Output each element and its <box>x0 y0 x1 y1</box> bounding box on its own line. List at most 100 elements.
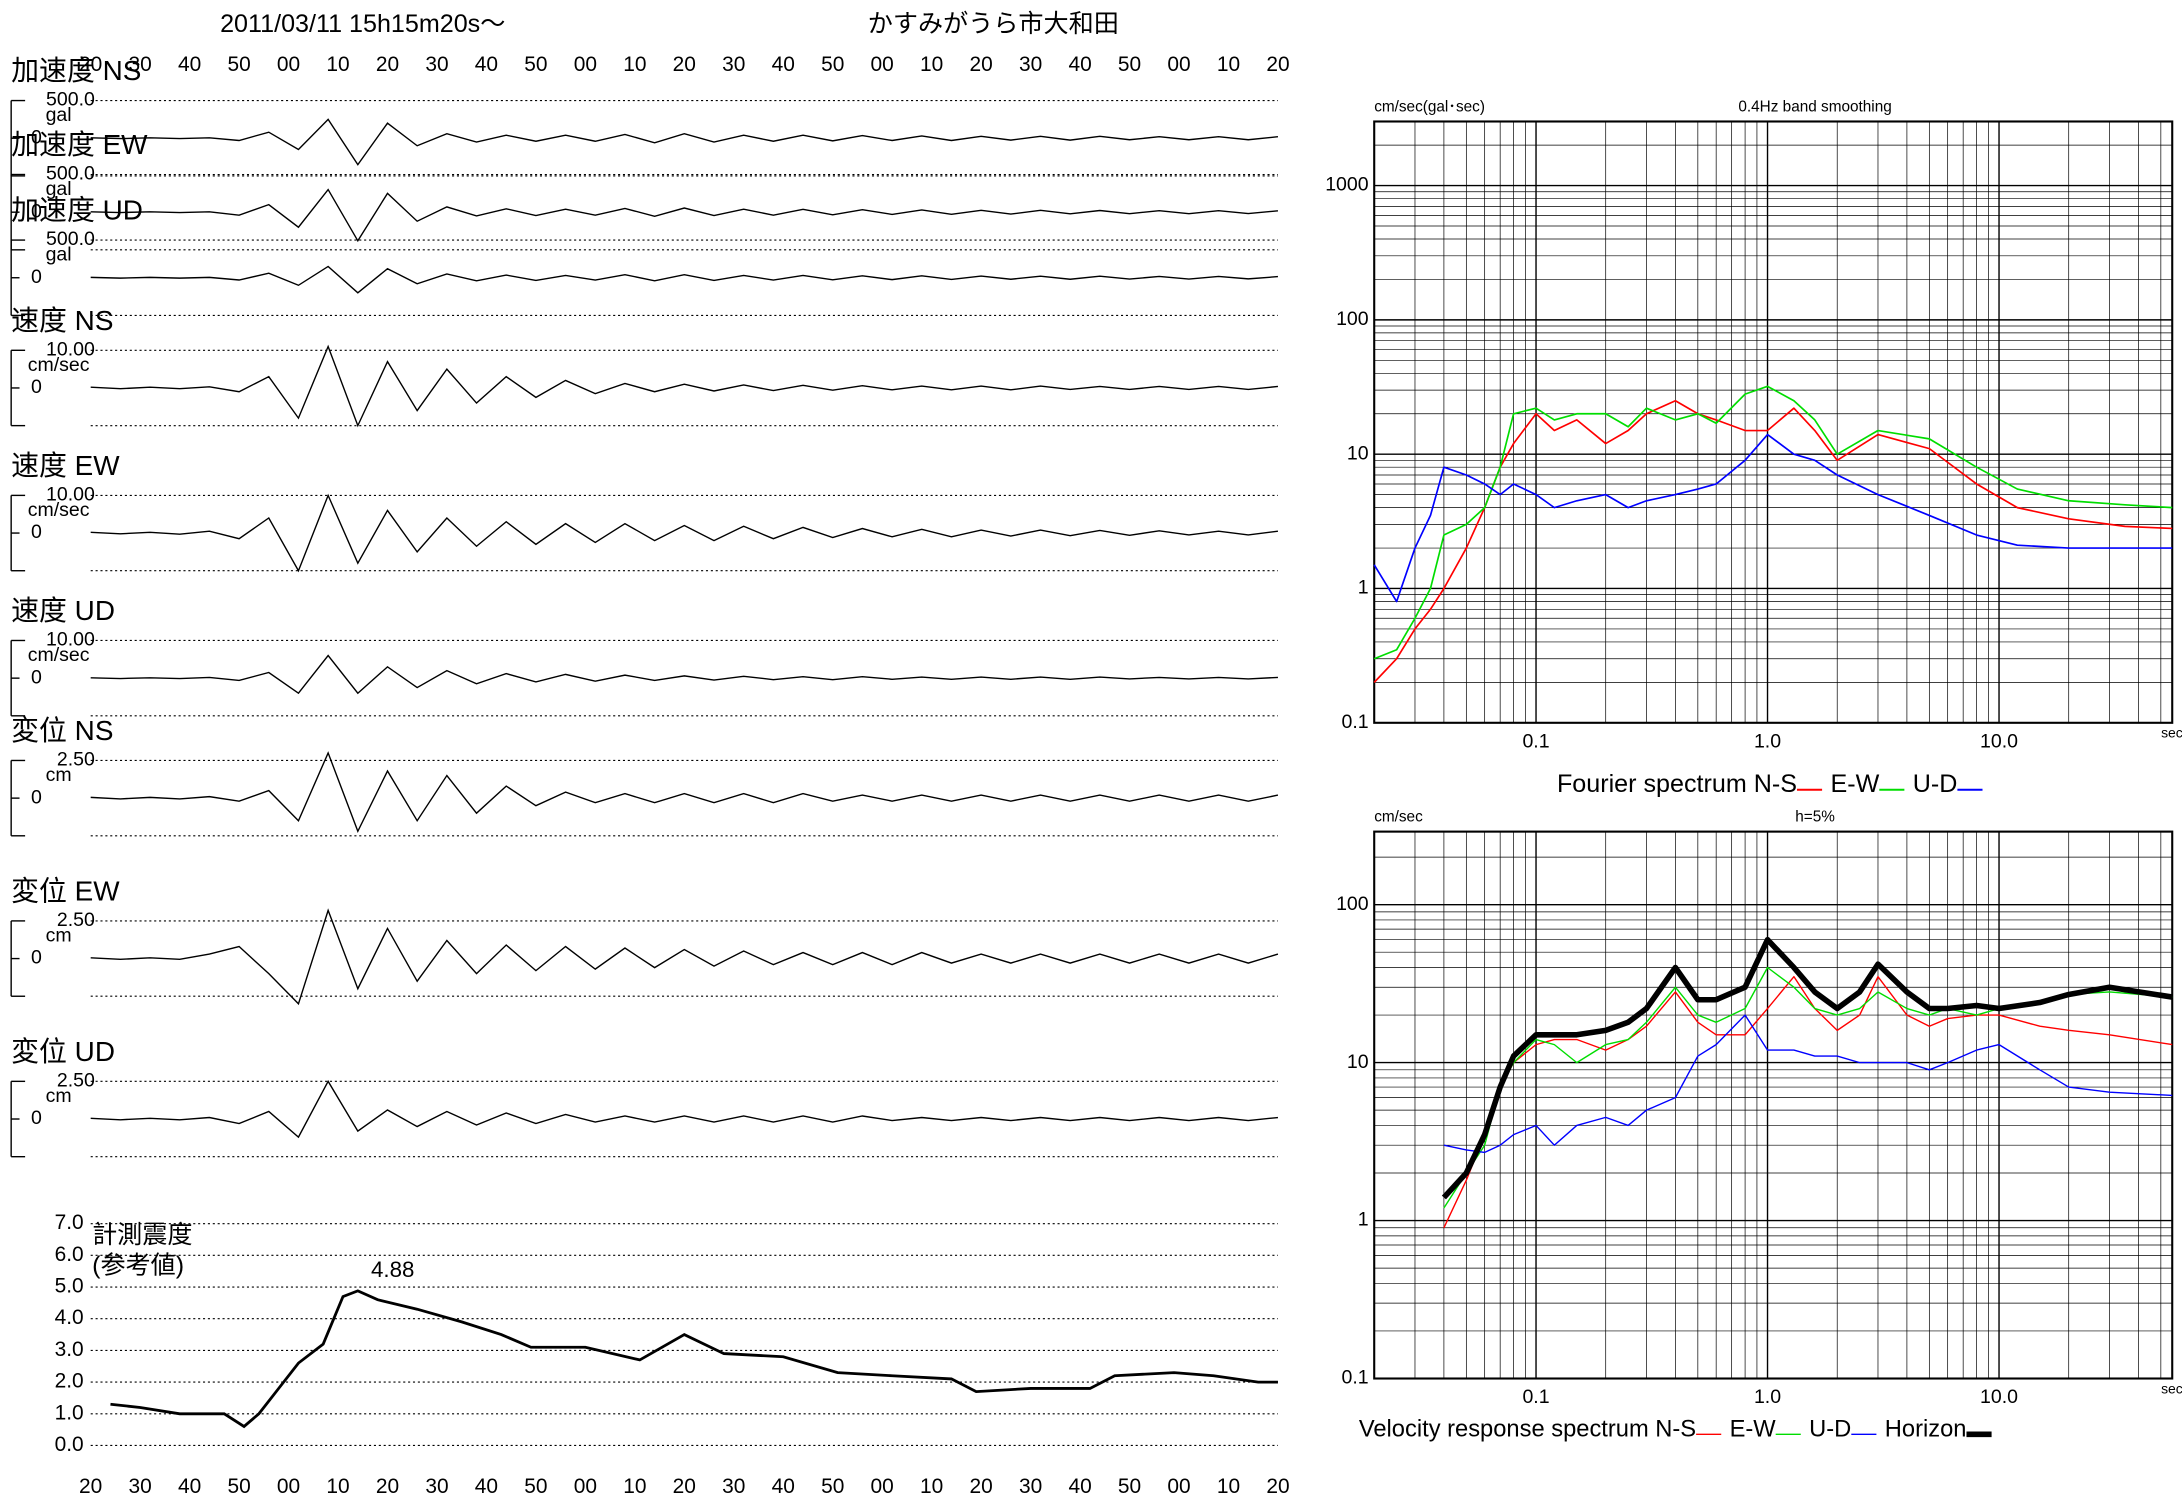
x-tick-label: 00 <box>574 53 597 76</box>
x-tick-label: 10 <box>1217 53 1240 76</box>
x-tick-label: 30 <box>1019 1475 1042 1498</box>
waveform-line <box>90 493 1279 573</box>
y-tick-label: 0.1 <box>1341 1367 1368 1389</box>
x-tick-label: 50 <box>227 1475 250 1498</box>
y-tick-label: 500.0 <box>46 163 95 185</box>
x-tick-label: 50 <box>821 1475 844 1498</box>
y-tick-label: 10.00 <box>46 629 95 651</box>
x-tick-label: 10.0 <box>1980 1386 2018 1408</box>
waveform-line <box>90 908 1279 1006</box>
chart-title: 2011/03/11 15h15m20s～ <box>220 10 505 38</box>
y-tick-label: 1 <box>1358 577 1369 599</box>
y-tick-label: 3.0 <box>55 1338 84 1361</box>
panel-label: 速度 NS <box>11 305 113 336</box>
x-tick-label: 00 <box>277 1475 300 1498</box>
x-tick-label: 30 <box>425 1475 448 1498</box>
y-tick-label: 0 <box>31 200 42 222</box>
plot-title: h=5% <box>1795 809 1835 826</box>
panel-label: 速度 EW <box>11 450 120 481</box>
y-tick-label: 0 <box>31 1107 42 1129</box>
intensity-line <box>110 1289 1278 1429</box>
waveform-line <box>90 265 1279 294</box>
intensity-label: 計測震度 <box>92 1221 192 1249</box>
x-tick-label: 30 <box>1019 53 1042 76</box>
peak-label: 4.88 <box>371 1257 414 1282</box>
spectrum-line <box>1373 433 2173 603</box>
x-tick-label: 30 <box>722 1475 745 1498</box>
unit-label: cm <box>46 924 72 946</box>
x-tick-label: 40 <box>475 53 498 76</box>
spectrum-line <box>1443 1014 2173 1154</box>
x-tick-label: 00 <box>574 1475 597 1498</box>
panel-label: 速度 UD <box>11 595 115 626</box>
y-axis-label: cm/sec(gal･sec) <box>1374 99 1485 116</box>
waveform-line <box>90 188 1279 243</box>
panel-label: 変位 EW <box>11 875 120 906</box>
waveform-line <box>90 751 1279 834</box>
y-tick-label: 1 <box>1358 1209 1369 1231</box>
y-tick-label: 2.50 <box>57 749 95 771</box>
x-tick-label: 20 <box>969 53 992 76</box>
y-tick-label: 10.00 <box>46 338 95 360</box>
x-tick-label: 10 <box>920 53 943 76</box>
panel-label: 加速度 UD <box>11 195 143 226</box>
x-tick-label: 20 <box>1266 53 1289 76</box>
x-tick-label: 20 <box>376 53 399 76</box>
y-tick-label: 7.0 <box>55 1211 84 1234</box>
x-tick-label: 30 <box>722 53 745 76</box>
legend-title: Fourier spectrum N-S <box>1557 770 1797 798</box>
unit-label: cm <box>46 1085 72 1107</box>
y-tick-label: 1.0 <box>55 1401 84 1424</box>
y-tick-label: 2.50 <box>57 1070 95 1092</box>
spectrum-line <box>1443 966 2173 1209</box>
x-tick-label: 40 <box>178 53 201 76</box>
x-tick-label: 10.0 <box>1980 730 2018 752</box>
legend-label: E-W <box>1830 770 1879 798</box>
x-axis-label: sec <box>2161 725 2182 741</box>
unit-label: cm/sec <box>28 354 90 376</box>
y-tick-label: 4.0 <box>55 1306 84 1329</box>
x-tick-label: 50 <box>1118 1475 1141 1498</box>
spectrum-line <box>1373 399 2173 683</box>
legend-title: Velocity response spectrum N-S <box>1359 1416 1696 1442</box>
panel-label: 加速度 EW <box>11 129 148 160</box>
spectrum-line <box>1443 975 2173 1229</box>
x-tick-label: 1.0 <box>1754 1386 1781 1408</box>
legend-label: Horizon <box>1885 1416 1967 1442</box>
unit-label: cm <box>46 764 72 786</box>
x-tick-label: 1.0 <box>1754 730 1781 752</box>
waveform-line <box>90 118 1279 166</box>
x-tick-label: 40 <box>772 53 795 76</box>
waveform-line <box>90 344 1279 428</box>
legend-label: E-W <box>1730 1416 1777 1442</box>
x-tick-label: 20 <box>1266 1475 1289 1498</box>
unit-label: gal <box>46 104 72 126</box>
x-tick-label: 10 <box>326 53 349 76</box>
legend-label: U-D <box>1913 770 1958 798</box>
x-tick-label: 20 <box>969 1475 992 1498</box>
unit-label: cm/sec <box>28 499 90 521</box>
y-tick-label: 0 <box>31 521 42 543</box>
waveform-line <box>90 1079 1279 1139</box>
x-tick-label: 20 <box>376 1475 399 1498</box>
y-tick-label: 100 <box>1336 308 1369 330</box>
x-tick-label: 0.1 <box>1522 730 1549 752</box>
y-axis-label: cm/sec <box>1374 809 1423 826</box>
y-tick-label: 10.00 <box>46 484 95 506</box>
spectrum-line <box>1441 936 2173 1200</box>
y-tick-label: 0 <box>31 376 42 398</box>
station-name: かすみがうら市大和田 <box>868 10 1119 38</box>
unit-label: cm/sec <box>28 644 90 666</box>
panel-label: 変位 NS <box>11 715 113 746</box>
x-tick-label: 40 <box>475 1475 498 1498</box>
x-tick-label: 00 <box>871 53 894 76</box>
x-tick-label: 10 <box>1217 1475 1240 1498</box>
y-tick-label: 0 <box>31 126 42 148</box>
x-tick-label: 40 <box>178 1475 201 1498</box>
x-tick-label: 50 <box>821 53 844 76</box>
y-tick-label: 0.1 <box>1341 711 1368 733</box>
y-tick-label: 0 <box>31 786 42 808</box>
legend-label: U-D <box>1809 1416 1851 1442</box>
